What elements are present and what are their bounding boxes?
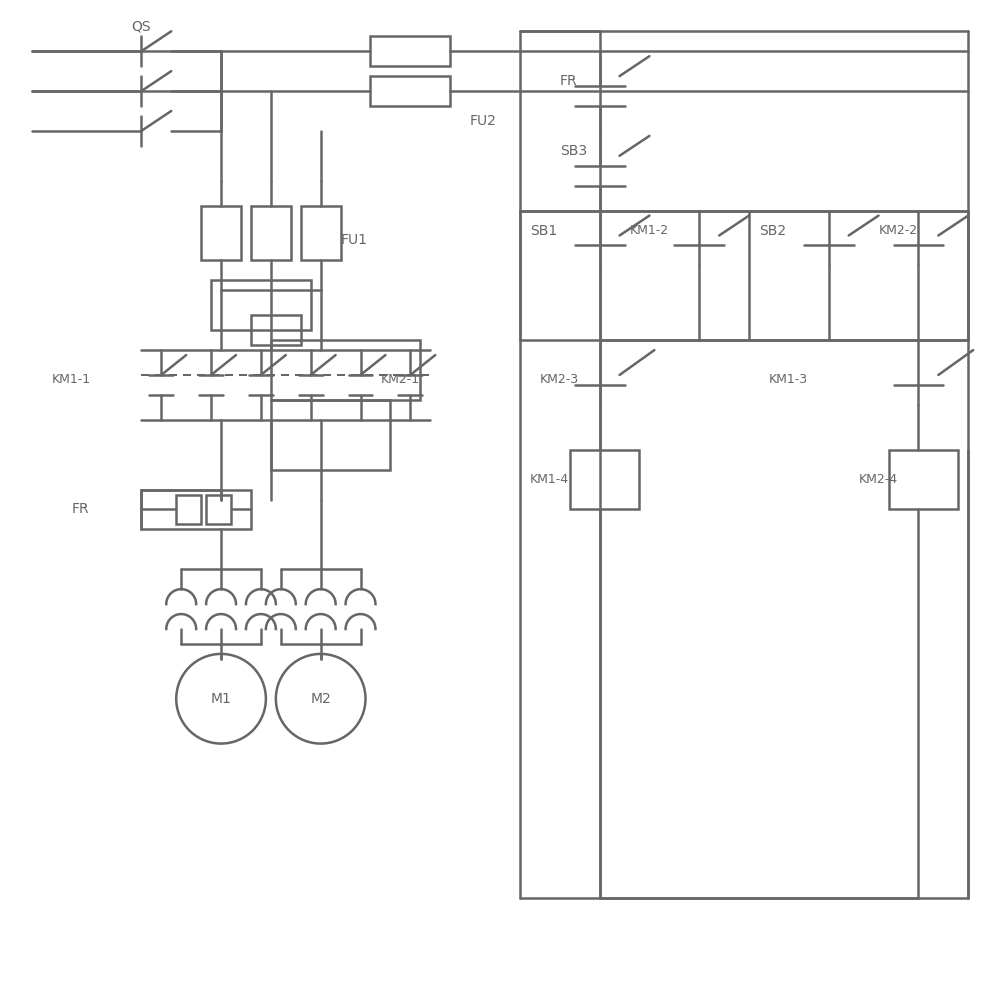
Bar <box>141 490 251 529</box>
Text: QS: QS <box>131 19 151 33</box>
Bar <box>211 281 311 330</box>
Bar <box>301 206 341 261</box>
Text: SB2: SB2 <box>759 224 786 238</box>
Bar <box>520 211 968 340</box>
Bar <box>271 340 420 400</box>
Ellipse shape <box>176 654 266 743</box>
Text: FR: FR <box>560 74 577 88</box>
Bar <box>176 495 201 524</box>
Bar <box>251 206 291 261</box>
Text: M2: M2 <box>310 691 331 705</box>
Bar <box>201 206 241 261</box>
Bar <box>370 36 450 66</box>
Bar <box>889 450 958 509</box>
Bar <box>370 76 450 106</box>
Text: KM2-4: KM2-4 <box>859 474 898 487</box>
Text: KM1-4: KM1-4 <box>530 474 569 487</box>
Bar <box>570 450 639 509</box>
Text: KM2-3: KM2-3 <box>540 374 579 387</box>
Text: KM1-3: KM1-3 <box>769 374 808 387</box>
Text: SB1: SB1 <box>530 224 557 238</box>
Text: FU1: FU1 <box>341 234 368 248</box>
Text: KM1-2: KM1-2 <box>630 224 669 237</box>
Text: KM1-1: KM1-1 <box>52 374 91 387</box>
Bar <box>271 400 390 470</box>
Text: KM2-1: KM2-1 <box>380 374 420 387</box>
Ellipse shape <box>276 654 366 743</box>
Text: M1: M1 <box>211 691 231 705</box>
Text: SB3: SB3 <box>560 144 587 158</box>
Bar <box>206 495 231 524</box>
Text: FR: FR <box>72 502 89 516</box>
Bar <box>251 316 301 345</box>
Text: KM2-2: KM2-2 <box>879 224 918 237</box>
Text: FU2: FU2 <box>470 114 497 128</box>
